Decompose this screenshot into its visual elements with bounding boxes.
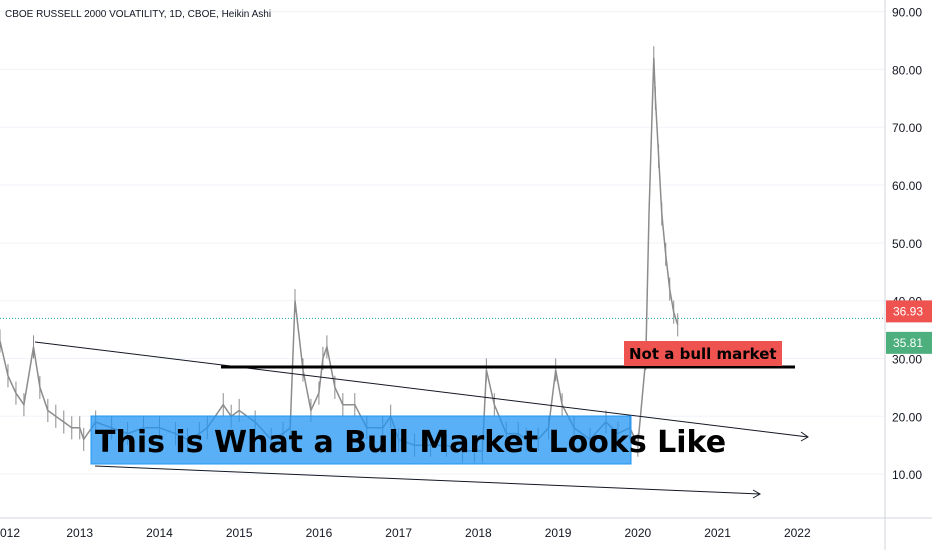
y-axis-ticks[interactable]: 10.0020.0030.0040.0050.0060.0070.0080.00… [892, 6, 922, 483]
y-tick-label: 90.00 [892, 6, 922, 20]
x-axis-ticks[interactable]: 012 2013 2014 2015 2016 2017 2018 2019 2020 2021 2… [0, 526, 811, 540]
not-bull-market-annotation-text: Not a bull market [629, 345, 777, 363]
x-tick-label: 2018 [465, 526, 492, 540]
not-bull-market-annotation-box[interactable] [624, 341, 782, 366]
y-tick-label: 80.00 [892, 63, 922, 77]
y-tick-label: 70.00 [892, 121, 922, 135]
y-tick-label: 30.00 [892, 352, 922, 366]
price-line [0, 57, 679, 452]
x-tick-label: 2017 [385, 526, 412, 540]
bull-market-annotation-text: This is What a Bull Market Looks Like [95, 425, 726, 460]
y-tick-label: 10.00 [892, 468, 922, 482]
x-tick-label: 2013 [66, 526, 93, 540]
x-tick-label: 2021 [704, 526, 731, 540]
lower-trend-line[interactable] [94, 465, 761, 495]
lower-trend-arrowhead [752, 489, 762, 499]
x-tick-label: 2015 [226, 526, 253, 540]
grid [0, 11, 885, 475]
annotations: This is What a Bull Market Looks Like No… [90, 341, 782, 465]
x-tick-label: 2022 [784, 526, 811, 540]
x-tick-label: 2019 [545, 526, 572, 540]
x-tick-label: 012 [0, 526, 20, 540]
y-tick-label: 60.00 [892, 179, 922, 193]
x-tick-label: 2016 [306, 526, 333, 540]
trend-lines [34, 341, 809, 499]
x-tick-label: 2014 [146, 526, 173, 540]
price-badges: 36.93 35.81 [886, 300, 932, 354]
y-tick-label: 50.00 [892, 237, 922, 251]
price-series [0, 46, 885, 463]
x-tick-label: 2020 [624, 526, 651, 540]
price-badge [886, 300, 932, 323]
price-badge-label: 36.93 [893, 304, 923, 318]
chart-title: CBOE RUSSELL 2000 VOLATILITY, 1D, CBOE, … [5, 9, 272, 20]
upper-trend-line[interactable] [34, 341, 809, 438]
bull-market-annotation-box[interactable] [90, 415, 632, 465]
price-badge-label: 35.81 [893, 336, 923, 350]
price-badge [886, 331, 932, 354]
y-tick-label: 20.00 [892, 410, 922, 424]
upper-trend-arrowhead [800, 431, 809, 442]
